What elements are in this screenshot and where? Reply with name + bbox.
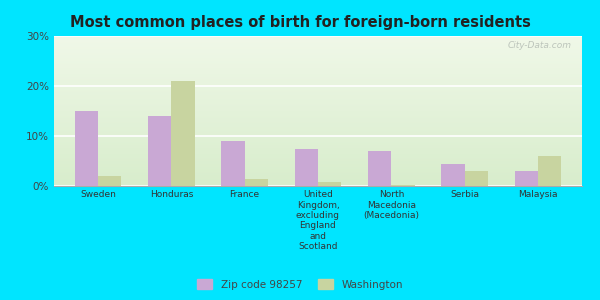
Bar	[98, 176, 121, 186]
Bar	[221, 141, 245, 186]
Bar	[74, 111, 98, 186]
Bar	[441, 164, 464, 186]
Bar	[368, 151, 391, 186]
Bar	[172, 81, 195, 186]
Text: City-Data.com: City-Data.com	[508, 40, 571, 50]
Bar	[295, 148, 318, 186]
Bar	[538, 156, 562, 186]
Bar	[464, 171, 488, 186]
Bar	[245, 178, 268, 186]
Bar	[515, 171, 538, 186]
Bar	[148, 116, 172, 186]
Text: Most common places of birth for foreign-born residents: Most common places of birth for foreign-…	[70, 15, 530, 30]
Legend: Zip code 98257, Washington: Zip code 98257, Washington	[194, 278, 406, 292]
Bar	[318, 182, 341, 186]
Bar	[391, 184, 415, 186]
